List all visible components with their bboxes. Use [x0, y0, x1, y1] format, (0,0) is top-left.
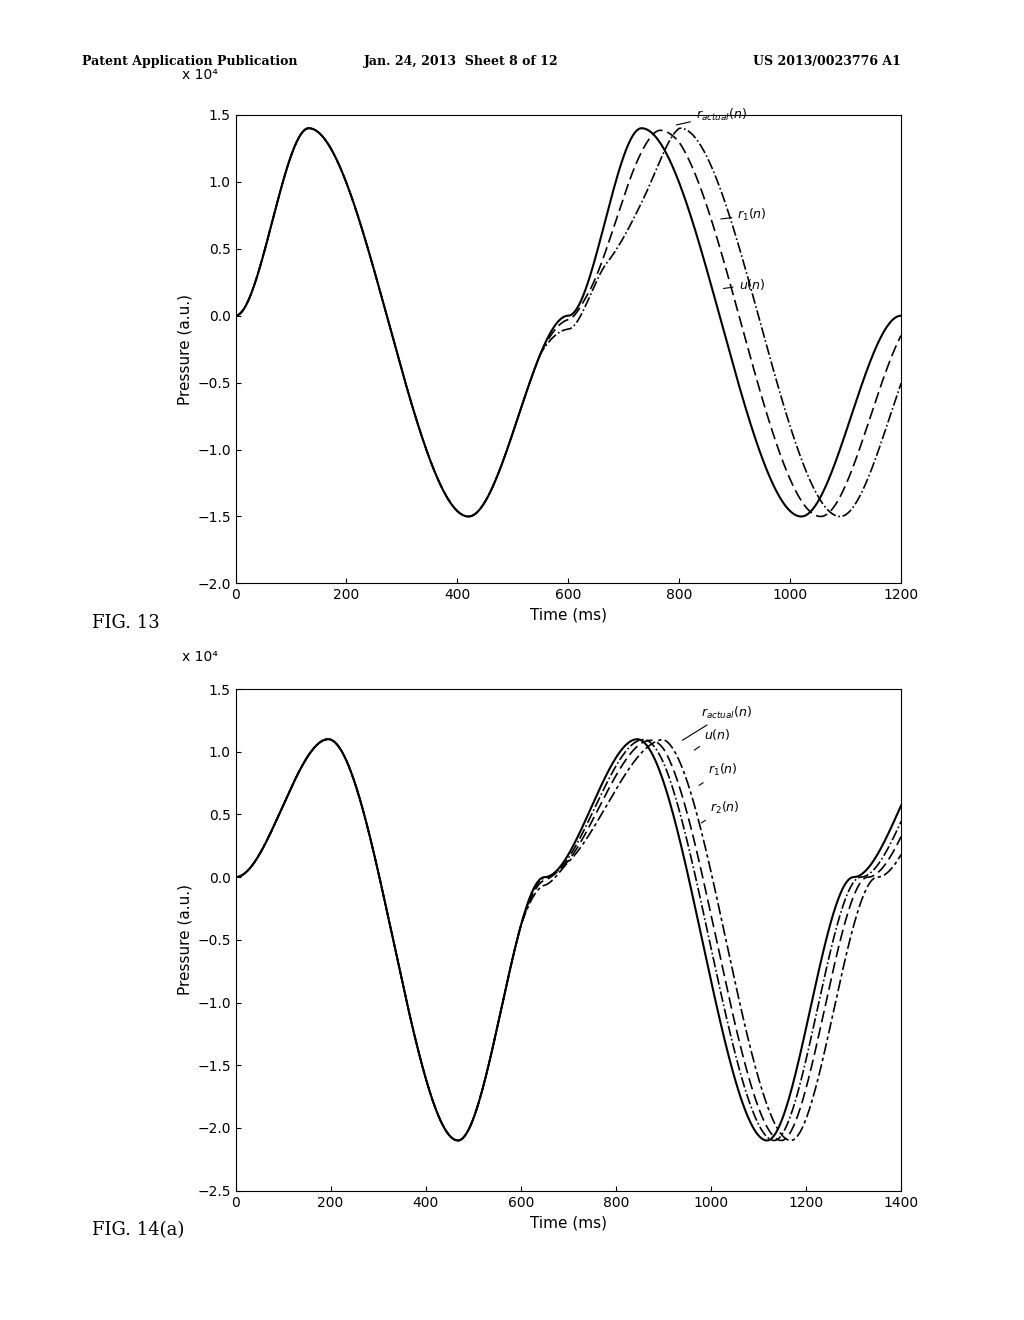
Y-axis label: Pressure (a.u.): Pressure (a.u.)	[178, 884, 193, 995]
Text: US 2013/0023776 A1: US 2013/0023776 A1	[754, 55, 901, 69]
Text: $u(n)$: $u(n)$	[694, 727, 730, 750]
Text: x 10⁴: x 10⁴	[182, 649, 218, 664]
Text: $r_1(n)$: $r_1(n)$	[699, 763, 737, 785]
Text: x 10⁴: x 10⁴	[182, 69, 218, 82]
X-axis label: Time (ms): Time (ms)	[529, 607, 607, 623]
Text: $u(n)$: $u(n)$	[724, 277, 765, 292]
Text: FIG. 13: FIG. 13	[92, 614, 160, 632]
Text: Patent Application Publication: Patent Application Publication	[82, 55, 297, 69]
Text: $r_2(n)$: $r_2(n)$	[701, 800, 739, 822]
Text: $r_{actual}(n)$: $r_{actual}(n)$	[677, 107, 746, 125]
X-axis label: Time (ms): Time (ms)	[529, 1214, 607, 1230]
Text: $r_1(n)$: $r_1(n)$	[721, 207, 767, 223]
Y-axis label: Pressure (a.u.): Pressure (a.u.)	[178, 293, 193, 405]
Text: $r_{actual}(n)$: $r_{actual}(n)$	[682, 705, 753, 741]
Text: FIG. 14(a): FIG. 14(a)	[92, 1221, 184, 1239]
Text: Jan. 24, 2013  Sheet 8 of 12: Jan. 24, 2013 Sheet 8 of 12	[364, 55, 558, 69]
